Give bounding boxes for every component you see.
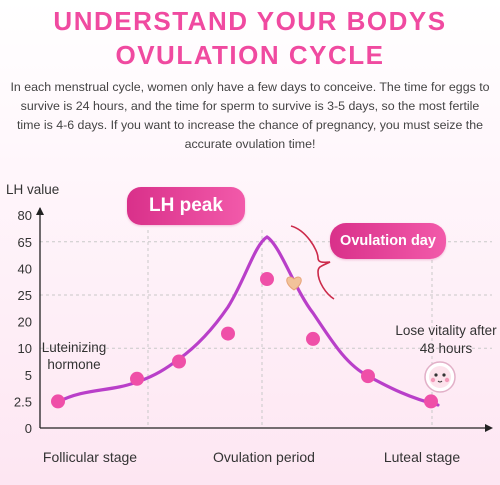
y-axis-title: LH value	[6, 182, 59, 197]
data-point	[306, 331, 320, 346]
y-tick-label: 2.5	[14, 394, 32, 409]
description-text: In each menstrual cycle, women only have…	[10, 80, 490, 151]
data-point	[361, 369, 375, 384]
y-tick-label: 20	[18, 315, 32, 330]
y-tick-label: 40	[18, 261, 32, 276]
y-tick-label: 0	[25, 421, 32, 436]
y-tick-label: 25	[18, 288, 32, 303]
y-tick-label: 65	[18, 235, 32, 250]
data-point	[221, 326, 235, 341]
egg-cheek-right	[444, 377, 450, 383]
data-point	[424, 394, 438, 409]
ovulation-brace	[290, 225, 335, 300]
x-stage-label: Luteal stage	[384, 449, 460, 465]
data-point	[260, 272, 274, 287]
ovulation-day-badge: Ovulation day	[330, 223, 446, 259]
lose-vitality-label: Lose vitality after 48 hours	[395, 323, 497, 356]
y-tick-label: 5	[25, 368, 32, 383]
y-tick-label: 10	[18, 341, 32, 356]
heart-icon	[286, 276, 302, 291]
egg-mouth	[437, 380, 443, 383]
egg-eye-right	[442, 373, 446, 377]
egg-eye-left	[434, 373, 438, 377]
egg-face-inner	[429, 366, 451, 388]
luteinizing-hormone-label: Luteinizing hormone	[41, 340, 107, 372]
x-axis-arrow	[485, 424, 493, 432]
page-title-line-2: OVULATION CYCLE	[115, 40, 385, 70]
y-axis-arrow	[36, 207, 44, 215]
x-stage-label: Follicular stage	[43, 449, 137, 465]
data-point	[172, 354, 186, 369]
lh-peak-badge: LH peak	[127, 187, 245, 225]
egg-cheek-left	[430, 377, 436, 383]
page-title-line-1: UNDERSTAND YOUR BODYS	[53, 6, 447, 36]
data-point	[130, 371, 144, 386]
data-point	[51, 394, 65, 409]
y-tick-label: 80	[18, 208, 32, 223]
lh-curve-line	[56, 235, 440, 407]
x-stage-label: Ovulation period	[213, 449, 315, 465]
